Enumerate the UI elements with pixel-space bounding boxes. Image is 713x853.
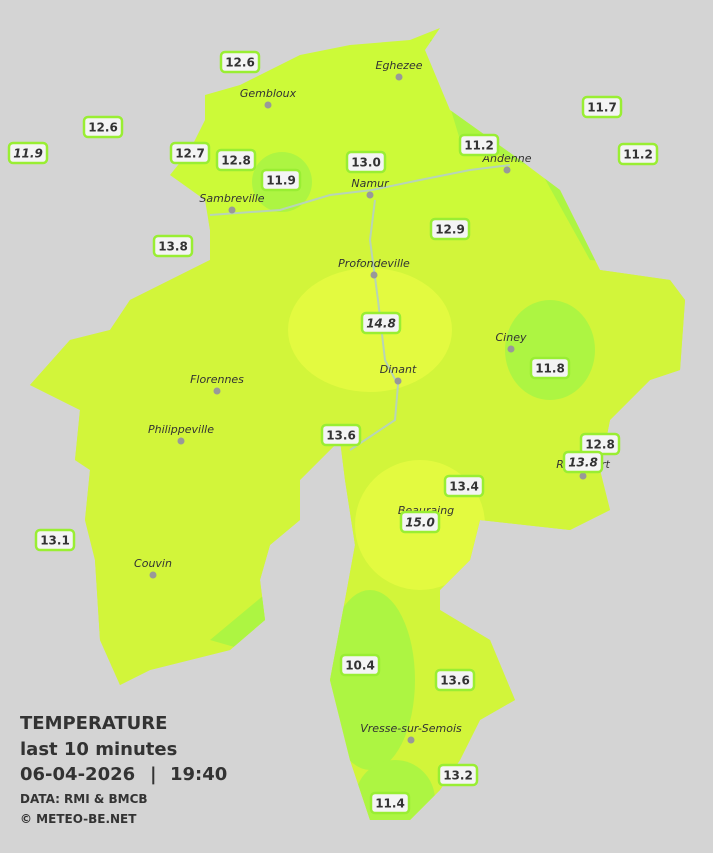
zone — [505, 300, 595, 400]
station-value: 11.4 — [375, 797, 405, 811]
station-value: 15.0 — [405, 516, 435, 530]
zone — [325, 590, 415, 770]
station-value: 14.8 — [366, 317, 396, 331]
legend-source: DATA: RMI & BMCB — [20, 792, 148, 806]
town-dot — [149, 571, 157, 579]
legend-copyright: © METEO-BE.NET — [20, 812, 137, 826]
town-name: Namur — [351, 177, 390, 190]
station-box — [152, 234, 194, 258]
town-name: Florennes — [190, 373, 244, 386]
station-value: 12.8 — [585, 438, 615, 452]
station-value: 11.2 — [464, 139, 494, 153]
town-dot — [177, 437, 185, 445]
station-value: 11.9 — [13, 147, 43, 161]
town-name: Eghezee — [376, 59, 423, 72]
river — [209, 164, 511, 451]
legend-time: 19:40 — [170, 764, 227, 785]
station-value: 13.2 — [443, 769, 473, 783]
station-box — [369, 791, 411, 815]
town-name: Philippeville — [148, 423, 214, 436]
station-value: 11.2 — [623, 148, 653, 162]
legend-title: TEMPERATURE — [20, 713, 167, 734]
legend-period: last 10 minutes — [20, 739, 177, 760]
station-value: 13.6 — [326, 429, 356, 443]
town-name: Ciney — [496, 331, 527, 344]
station-box — [429, 217, 471, 241]
station-box — [443, 474, 485, 498]
station-box — [260, 168, 302, 192]
station-box — [215, 148, 257, 172]
town-dot — [213, 387, 221, 395]
town-dot — [228, 206, 236, 214]
station-value: 12.6 — [88, 121, 118, 135]
town-name: Dinant — [380, 363, 417, 376]
station-value: 13.1 — [40, 534, 70, 548]
station-box — [360, 311, 402, 335]
station-value: 11.7 — [587, 101, 617, 115]
station-box — [437, 763, 479, 787]
station-box — [219, 50, 261, 74]
station-box — [617, 142, 659, 166]
town-dot — [366, 191, 374, 199]
station-value: 10.4 — [345, 659, 375, 673]
town-dot — [507, 345, 515, 353]
town-dot — [264, 101, 272, 109]
station-value: 12.7 — [175, 147, 205, 161]
station-box — [581, 95, 623, 119]
town-name: Gembloux — [240, 87, 297, 100]
station-value: 12.6 — [225, 56, 255, 70]
station-value: 12.8 — [221, 154, 251, 168]
station-box — [82, 115, 124, 139]
station-value: 13.6 — [440, 674, 470, 688]
town-dot — [395, 73, 403, 81]
station-box — [434, 668, 476, 692]
station-box — [458, 133, 500, 157]
town-name: Vresse-sur-Semois — [360, 722, 462, 735]
legend: TEMPERATURE last 10 minutes 06-04-2026 |… — [20, 713, 227, 826]
station-value: 13.0 — [351, 156, 381, 170]
legend-date: 06-04-2026 — [20, 764, 135, 785]
station-box — [34, 528, 76, 552]
station-box — [339, 653, 381, 677]
town-name: Couvin — [134, 557, 172, 570]
station-value: 13.8 — [158, 240, 188, 254]
town-name: Sambreville — [199, 192, 264, 205]
station-box — [169, 141, 211, 165]
station-value: 11.8 — [535, 362, 565, 376]
station-value: 12.9 — [435, 223, 465, 237]
station-value: 11.9 — [266, 174, 296, 188]
legend-separator: | — [150, 764, 157, 785]
station-box — [529, 356, 571, 380]
station-value: 13.8 — [568, 456, 598, 470]
station-box — [320, 423, 362, 447]
town-dot — [503, 166, 511, 174]
town-dot — [394, 377, 402, 385]
town-dot — [407, 736, 415, 744]
station-box — [562, 450, 604, 474]
station-value: 13.4 — [449, 480, 479, 494]
town-dot — [370, 271, 378, 279]
town-name: Profondeville — [338, 257, 410, 270]
town-dot — [579, 472, 587, 480]
station-box — [7, 141, 49, 165]
station-box — [399, 510, 441, 534]
station-box — [345, 150, 387, 174]
